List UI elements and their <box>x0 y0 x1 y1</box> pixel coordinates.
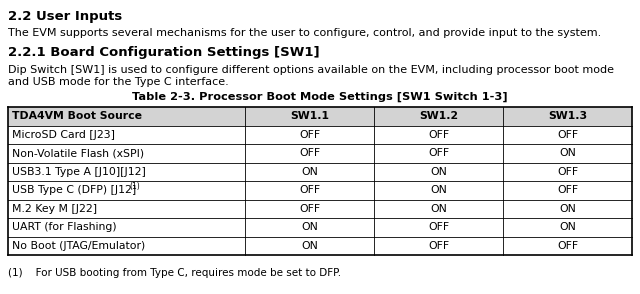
Text: SW1.2: SW1.2 <box>419 111 458 121</box>
Bar <box>8 126 632 255</box>
Text: ON: ON <box>559 148 576 158</box>
Text: ON: ON <box>431 167 447 177</box>
Text: OFF: OFF <box>428 241 449 251</box>
Text: OFF: OFF <box>428 148 449 158</box>
Text: OFF: OFF <box>557 185 579 195</box>
Text: M.2 Key M [J22]: M.2 Key M [J22] <box>12 204 97 214</box>
Text: ON: ON <box>559 222 576 232</box>
Text: (1)    For USB booting from Type C, requires mode be set to DFP.: (1) For USB booting from Type C, require… <box>8 268 341 278</box>
Text: OFF: OFF <box>299 148 320 158</box>
Text: OFF: OFF <box>299 130 320 140</box>
Text: MicroSD Card [J23]: MicroSD Card [J23] <box>12 130 115 140</box>
Text: Non-Volatile Flash (xSPI): Non-Volatile Flash (xSPI) <box>12 148 144 158</box>
Text: SW1.3: SW1.3 <box>548 111 588 121</box>
Text: OFF: OFF <box>557 241 579 251</box>
Text: ON: ON <box>559 204 576 214</box>
Text: ON: ON <box>431 185 447 195</box>
Text: OFF: OFF <box>428 130 449 140</box>
Bar <box>8 107 632 126</box>
Text: SW1.1: SW1.1 <box>290 111 329 121</box>
Text: OFF: OFF <box>557 130 579 140</box>
Text: ON: ON <box>301 222 318 232</box>
Text: OFF: OFF <box>299 185 320 195</box>
Text: Dip Switch [SW1] is used to configure different options available on the EVM, in: Dip Switch [SW1] is used to configure di… <box>8 65 614 75</box>
Text: OFF: OFF <box>428 222 449 232</box>
Text: USB Type C (DFP) [J12]: USB Type C (DFP) [J12] <box>12 185 140 195</box>
Text: 2.2.1 Board Configuration Settings [SW1]: 2.2.1 Board Configuration Settings [SW1] <box>8 46 319 59</box>
Text: ON: ON <box>431 204 447 214</box>
Text: ON: ON <box>301 167 318 177</box>
Text: Table 2-3. Processor Boot Mode Settings [SW1 Switch 1-3]: Table 2-3. Processor Boot Mode Settings … <box>132 92 508 102</box>
Text: OFF: OFF <box>557 167 579 177</box>
Text: ON: ON <box>301 241 318 251</box>
Text: UART (for Flashing): UART (for Flashing) <box>12 222 116 232</box>
Text: OFF: OFF <box>299 204 320 214</box>
Text: The EVM supports several mechanisms for the user to configure, control, and prov: The EVM supports several mechanisms for … <box>8 28 601 38</box>
Text: (1): (1) <box>129 182 140 191</box>
Text: No Boot (JTAG/Emulator): No Boot (JTAG/Emulator) <box>12 241 145 251</box>
Text: and USB mode for the Type C interface.: and USB mode for the Type C interface. <box>8 77 228 87</box>
Text: USB3.1 Type A [J10][J12]: USB3.1 Type A [J10][J12] <box>12 167 146 177</box>
Text: 2.2 User Inputs: 2.2 User Inputs <box>8 10 122 23</box>
Text: TDA4VM Boot Source: TDA4VM Boot Source <box>12 111 142 121</box>
